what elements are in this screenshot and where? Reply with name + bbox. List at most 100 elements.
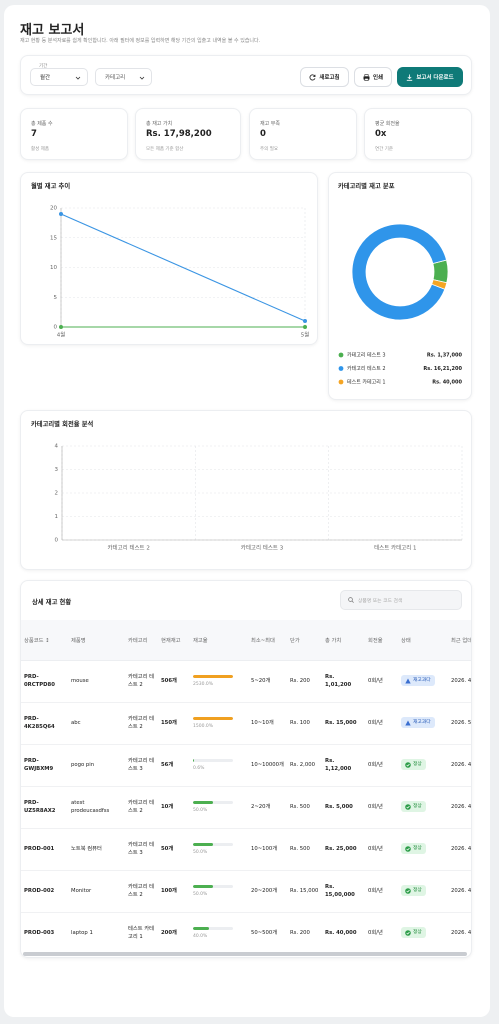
download-button[interactable]: 보고서 다운로드 (397, 67, 463, 87)
period-select[interactable]: 월간 (30, 68, 88, 86)
bar-chart-card (20, 410, 472, 570)
cell: PROD-002 (21, 870, 68, 913)
table-row: PROD-003 laptop 1 테스트 카테고리 1 200개 40.0% 50~50… (21, 912, 471, 951)
filter-label: 기간 (39, 64, 48, 69)
table-title: 상세 재고 현황 (32, 599, 72, 606)
cell: 10~100개 (248, 828, 287, 871)
cell: 정상 (398, 744, 448, 787)
cell: 0회/년 (365, 660, 398, 703)
rate-text: 50.0% (193, 891, 208, 897)
cell: 50.0% (190, 828, 248, 871)
cell: 56개 (158, 744, 190, 787)
cell: 2~20개 (248, 786, 287, 829)
filter-card: 기간 월간 카테고리 새로고침 인쇄 보고서 다운로드 (20, 55, 472, 95)
status-icon (405, 930, 411, 936)
kpi-value: Rs. 17,98,200 (146, 129, 212, 139)
kpi-card: 총 제품 수 7 활성 제품 (20, 108, 128, 160)
cell: 0회/년 (365, 828, 398, 871)
page-subtitle: 재고 현황 등 분석자료를 쉽게 확인합니다. 아래 필터에 정보를 입력하면 … (20, 38, 261, 44)
cell: Rs. 2,000 (287, 744, 322, 787)
cell: 0회/년 (365, 786, 398, 829)
cell: 카테고리 테스트 3 (125, 828, 158, 871)
check-mark (406, 805, 410, 809)
status-text: 재고과다 (413, 720, 431, 726)
kpi-card: 평균 회전율 0x 연간 기준 (364, 108, 472, 160)
cell: 100개 (158, 870, 190, 913)
refresh-icon (309, 73, 316, 80)
cell: 200개 (158, 912, 190, 951)
column-header: 현재재고 (158, 620, 190, 661)
cell: PRD-4K285Q64 (21, 702, 68, 745)
rate-track (193, 674, 233, 678)
cell: 0회/년 (365, 870, 398, 913)
cell: laptop 1 (68, 912, 125, 951)
rate-track (193, 716, 233, 720)
status-badge: 정상 (401, 927, 426, 939)
status-text: 정상 (413, 888, 422, 894)
cell: 50.0% (190, 870, 248, 913)
cell: 카테고리 테스트 2 (125, 702, 158, 745)
check-circle (405, 762, 411, 768)
kpi-label: 총 재고 가치 (146, 121, 173, 127)
cell: 150개 (158, 702, 190, 745)
cell: 재고과다 (398, 660, 448, 703)
cell: 2026. 4. 14. (448, 744, 471, 787)
print-button[interactable]: 인쇄 (354, 67, 392, 87)
cell: Rs. 5,000 (322, 786, 365, 829)
cell: Rs. 500 (287, 828, 322, 871)
cell: 0.6% (190, 744, 248, 787)
check-mark (406, 763, 410, 767)
search-box[interactable]: 상품명 또는 코드 검색 (340, 590, 462, 610)
page-title: 재고 보고서 (20, 23, 85, 38)
status-badge: 재고과다 (401, 717, 435, 729)
button-text: 보고서 다운로드 (416, 75, 454, 81)
kpi-value: 7 (31, 129, 37, 139)
button-text: 인쇄 (372, 75, 384, 81)
category-select[interactable]: 카테고리 (95, 68, 152, 86)
cell: 506개 (158, 660, 190, 703)
kpi-label: 평균 회전율 (375, 121, 400, 127)
status-icon (405, 762, 411, 768)
print-icon (363, 73, 370, 81)
table-scroll: 상품코드 ↕ 제품명 카테고리 현재재고 재고율 최소~최대 단가 총 가치 회전율 상태 최근 업… (21, 620, 471, 951)
cell: 50개 (158, 828, 190, 871)
kpi-card: 총 재고 가치 Rs. 17,98,200 모든 제품 기준 합산 (135, 108, 241, 160)
cell: abc (68, 702, 125, 745)
cell: 정상 (398, 912, 448, 951)
table-row: PRD-4K285Q64 abc 카테고리 테스트 2 150개 1500.0% 10~1… (21, 702, 471, 745)
search-placeholder: 상품명 또는 코드 검색 (358, 598, 403, 604)
chevron (75, 76, 81, 80)
header-row: 상품코드 ↕ 제품명 카테고리 현재재고 재고율 최소~최대 단가 총 가치 회전율 상태 최근 업… (21, 620, 471, 661)
rate-text: 0.6% (193, 765, 205, 771)
status-badge: 정상 (401, 843, 426, 855)
kpi-label: 총 제품 수 (31, 121, 53, 127)
status-icon (405, 678, 411, 684)
column-header: 단가 (287, 620, 322, 661)
cell: 2026. 4. 10. (448, 912, 471, 951)
table-row: PRD-GWJBXM9 pogo pin 카테고리 테스트 3 56개 0.6% 10~1… (21, 744, 471, 787)
column-header: 최근 업데이트 (448, 620, 471, 661)
status-text: 정상 (413, 804, 422, 810)
cell: Rs. 1,12,000 (322, 744, 365, 787)
cell: Rs. 15,000 (287, 870, 322, 913)
refresh-button[interactable]: 새로고침 (300, 67, 349, 87)
column-header: 재고율 (190, 620, 248, 661)
rate-track (193, 800, 233, 804)
rate-fill (193, 674, 233, 678)
cell: Rs. 100 (287, 702, 322, 745)
status-icon (405, 888, 411, 894)
cell: 노트북 컴퓨터 (68, 828, 125, 871)
status-icon (405, 720, 411, 726)
scrollbar[interactable] (23, 952, 467, 956)
cell: 20~200개 (248, 870, 287, 913)
rate-text: 40.0% (193, 933, 208, 939)
rate-track (193, 884, 233, 888)
warning-icon (405, 678, 411, 684)
line-chart-card (20, 172, 318, 345)
cell: Rs. 500 (287, 786, 322, 829)
cell: pogo pin (68, 744, 125, 787)
column-header: 상태 (398, 620, 448, 661)
cell: 재고과다 (398, 702, 448, 745)
status-badge: 정상 (401, 759, 426, 771)
